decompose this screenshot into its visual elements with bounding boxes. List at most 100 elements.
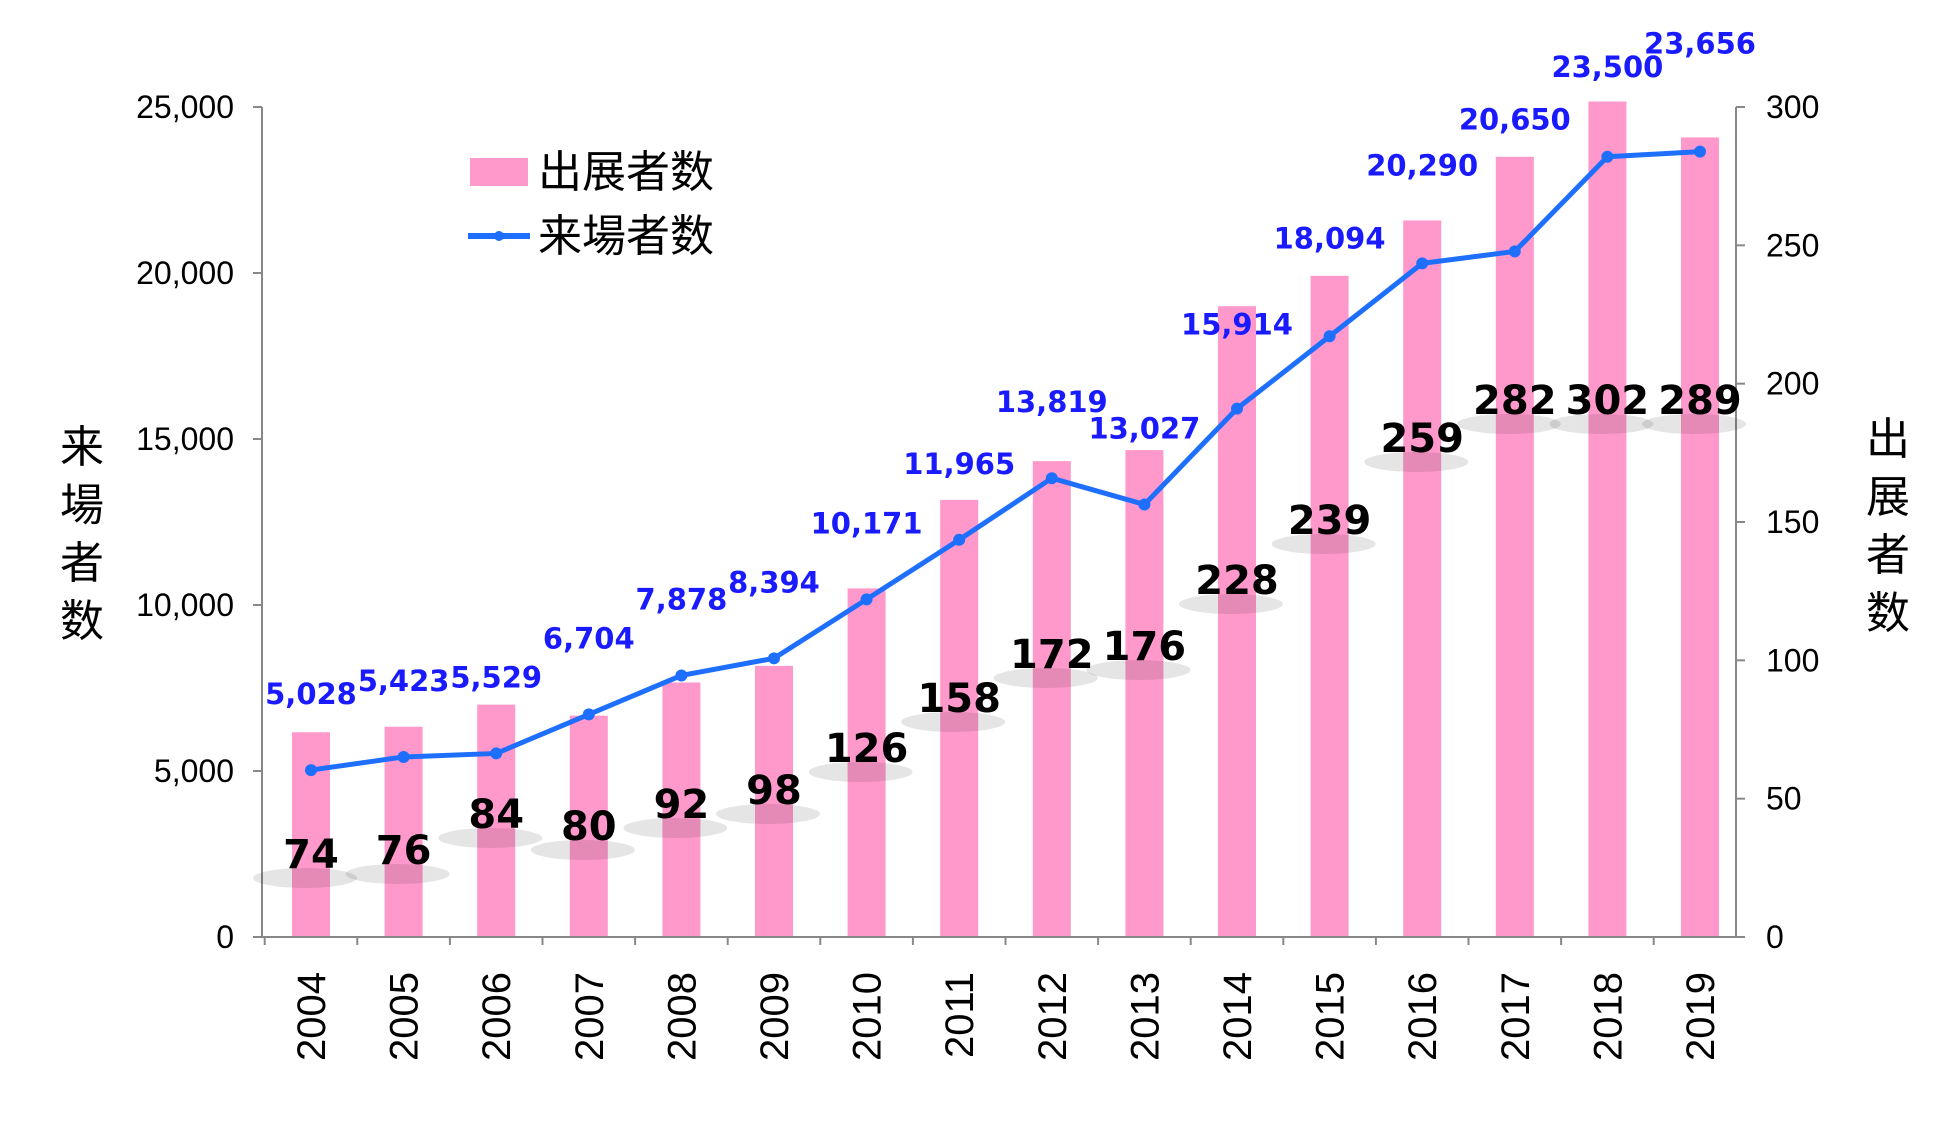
exhibitor-label-shadow [345, 864, 450, 884]
exhibitor-label-shadow [1086, 660, 1191, 680]
y-left-tick-label: 10,000 [136, 587, 234, 623]
exhibitor-value-label: 259 [1380, 416, 1464, 462]
bar-2012 [1032, 461, 1071, 937]
visitor-point-2017 [1508, 245, 1521, 258]
x-tick-label: 2015 [1309, 972, 1353, 1061]
y-right-tick-label: 250 [1766, 227, 1819, 263]
exhibitor-value-label: 84 [468, 792, 524, 838]
visitor-value-label: 6,704 [543, 621, 635, 655]
visitor-value-label: 5,529 [450, 660, 542, 694]
exhibitor-label-shadow [1549, 414, 1654, 434]
x-tick-label: 2016 [1401, 972, 1445, 1061]
x-tick-label: 2019 [1679, 972, 1723, 1061]
visitor-point-2018 [1601, 150, 1614, 163]
visitor-point-2013 [1138, 498, 1151, 511]
exhibitor-value-label: 228 [1195, 558, 1279, 604]
y-left-tick-label: 15,000 [136, 421, 234, 457]
bar-2018 [1588, 101, 1627, 937]
exhibitor-label-shadow [530, 840, 635, 860]
legend-label-visitors: 来場者数 [538, 211, 714, 262]
exhibitor-label-shadow [1456, 414, 1561, 434]
x-tick-label: 2012 [1031, 972, 1075, 1061]
visitor-point-2016 [1416, 257, 1429, 270]
visitor-value-label: 10,171 [811, 506, 923, 540]
x-tick-label: 2008 [660, 972, 704, 1061]
exhibitor-value-label: 302 [1566, 378, 1650, 424]
visitor-line [305, 145, 1706, 777]
exhibitor-label-shadow [1364, 452, 1469, 472]
visitor-point-2011 [953, 533, 966, 546]
bar-2008 [662, 682, 701, 937]
exhibitor-value-label: 98 [746, 768, 802, 814]
visitor-point-2019 [1694, 145, 1706, 158]
x-tick-label: 2005 [383, 972, 427, 1061]
bar-2013 [1125, 450, 1164, 937]
y-right-tick-label: 300 [1766, 89, 1819, 125]
axes: 0 5,000 10,000 15,000 20,000 25,000 0 50 100 150 2… [136, 89, 1819, 1061]
exhibitor-label-shadow [901, 712, 1006, 732]
y-left-tick-label: 20,000 [136, 255, 234, 291]
x-tick-label: 2017 [1494, 972, 1538, 1061]
exhibitor-value-label: 158 [917, 676, 1001, 722]
legend-swatch-exhibitors [470, 158, 528, 186]
visitor-value-label: 20,290 [1366, 148, 1478, 182]
visitor-point-2010 [860, 593, 873, 606]
y-right-tick-label: 50 [1766, 781, 1802, 817]
visitor-point-2006 [490, 747, 503, 760]
legend-label-exhibitors: 出展者数 [538, 147, 714, 198]
visitor-value-label: 13,819 [996, 385, 1108, 419]
x-tick-label: 2010 [846, 972, 890, 1061]
x-tick-label: 2011 [938, 972, 982, 1058]
x-tick-label: 2009 [753, 972, 797, 1061]
visitor-point-2007 [582, 708, 595, 721]
y-right-tick-label: 0 [1766, 919, 1784, 955]
exhibitor-value-label: 74 [283, 832, 339, 878]
visitor-value-label: 13,027 [1088, 412, 1200, 446]
exhibitor-value-label: 92 [654, 782, 710, 828]
visitor-point-2015 [1323, 330, 1336, 343]
exhibitor-value-label: 80 [561, 804, 617, 850]
y-left-tick-label: 0 [216, 919, 234, 955]
bar-2009 [755, 665, 793, 937]
y-right-tick-label: 100 [1766, 642, 1819, 678]
exhibitor-value-label: 282 [1473, 378, 1557, 424]
y-left-tick-label: 25,000 [136, 89, 234, 125]
y-left-tick-label: 5,000 [154, 753, 234, 789]
x-tick-label: 2007 [568, 972, 612, 1061]
legend-marker-visitors [494, 231, 504, 241]
exhibitor-label-shadow [438, 828, 543, 848]
y-right-tick-label: 150 [1766, 504, 1819, 540]
legend: 出展者数 来場者数 [468, 147, 714, 262]
exhibitor-value-label: 176 [1103, 624, 1187, 670]
exhibitor-value-label: 289 [1658, 378, 1742, 424]
visitor-value-label: 7,878 [636, 582, 728, 616]
visitor-value-label: 20,650 [1459, 102, 1571, 136]
visitor-value-label: 23,500 [1551, 50, 1663, 84]
visitor-point-2012 [1045, 472, 1058, 485]
bar-2010 [847, 588, 886, 937]
exhibitor-label-shadow [1179, 594, 1283, 614]
visitor-point-2009 [768, 652, 780, 665]
exhibitor-bars [292, 101, 1719, 938]
bar-2007 [569, 715, 608, 937]
y-right-axis-title: 出展者数 [1866, 414, 1910, 639]
exhibitor-label-shadow [253, 868, 357, 888]
exhibitor-label-shadow [993, 668, 1098, 688]
visitor-value-label: 18,094 [1274, 221, 1386, 255]
visitor-value-label: 5,423 [358, 664, 450, 698]
visitor-point-2004 [305, 764, 317, 777]
exhibitor-label-shadow [1271, 534, 1376, 554]
x-tick-label: 2013 [1123, 972, 1167, 1061]
bar-2015 [1310, 275, 1349, 937]
x-tick-label: 2018 [1586, 972, 1630, 1061]
exhibitor-value-label: 126 [825, 726, 909, 772]
bar-2016 [1403, 220, 1442, 937]
visitor-point-2008 [675, 669, 688, 682]
y-right-tick-label: 200 [1766, 366, 1819, 402]
visitor-point-2014 [1231, 402, 1243, 415]
exhibitor-label-shadow [716, 804, 820, 824]
bar-2017 [1495, 156, 1534, 938]
x-tick-label: 2004 [290, 972, 334, 1061]
